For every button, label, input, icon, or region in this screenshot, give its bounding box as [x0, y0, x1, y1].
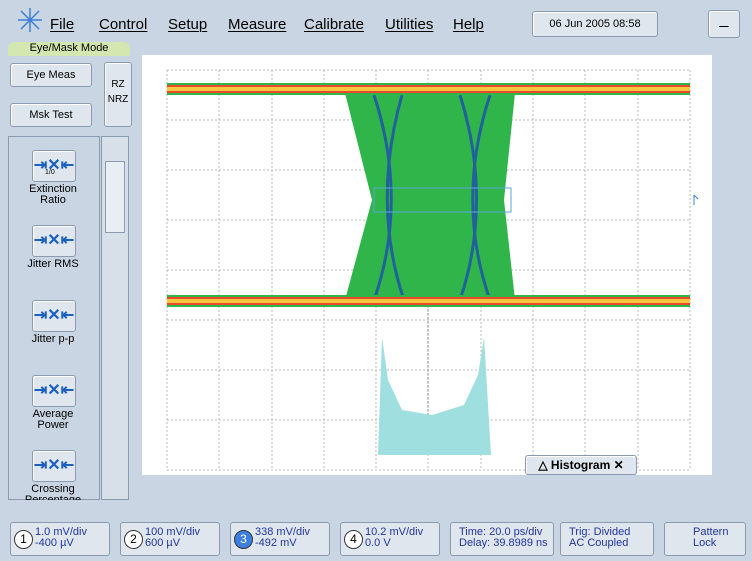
timebase-button-line: Delay: 39.8989 ns — [459, 537, 548, 549]
channel-button[interactable]: 1 1.0 mV/div -400 µV — [10, 522, 110, 556]
channel-settings: 338 mV/div -492 mV — [255, 527, 310, 549]
measurement-button[interactable]: ⇥✕⇤ 1/0 — [32, 150, 76, 182]
channel-settings: 10.2 mV/div 0.0 V — [365, 527, 423, 549]
menu-item[interactable]: Help — [453, 16, 484, 33]
format-button[interactable]: RZ NRZ — [104, 62, 132, 127]
histogram — [378, 337, 491, 455]
pattern-lock-button-line: Lock — [693, 537, 717, 549]
channel-scale: 100 mV/div — [145, 526, 201, 538]
measurement-label: Jitter RMS — [27, 258, 79, 270]
histogram-label: Histogram — [550, 458, 611, 472]
channel-button[interactable]: 3 338 mV/div -492 mV — [230, 522, 330, 556]
channel-number: 2 — [124, 530, 143, 549]
measurement-label: Crossing — [31, 483, 75, 495]
top-level-band — [167, 83, 690, 95]
channel-offset: -492 mV — [255, 537, 297, 549]
channel-button[interactable]: 4 10.2 mV/div 0.0 V — [340, 522, 440, 556]
channel-offset: 0.0 V — [365, 537, 391, 549]
icon-label: 1/0 — [45, 169, 55, 176]
measurement-label: Extinction — [29, 183, 77, 195]
waveform-display — [142, 55, 712, 475]
channel-settings: 100 mV/div 600 µV — [145, 527, 200, 549]
measurement-label: Jitter p-p — [31, 333, 75, 345]
channel-offset: 600 µV — [145, 537, 181, 549]
logo — [18, 8, 42, 32]
measurement-label: Ratio — [40, 194, 66, 206]
format-label: RZ — [111, 79, 125, 90]
channel-offset: -400 µV — [35, 537, 74, 549]
toggle-button[interactable]: Msk Test — [10, 103, 92, 127]
channel-number: 3 — [234, 530, 253, 549]
measurement-button[interactable]: ⇥✕⇤ — [32, 225, 76, 257]
trigger-button-text: Trig: Divided AC Coupled — [569, 527, 630, 549]
histogram-window — [373, 187, 512, 213]
channel-settings: 1.0 mV/div -400 µV — [35, 527, 87, 549]
channel-scale: 1.0 mV/div — [35, 526, 87, 538]
pattern-lock-button-line: Pattern — [693, 526, 729, 538]
histogram-tab[interactable]: △ Histogram ✕ — [525, 455, 637, 475]
datetime: 06 Jun 2005 08:58 — [532, 11, 658, 37]
measurement-button[interactable]: ⇥✕⇤ — [32, 450, 76, 482]
measurement-label: Percentage — [3, 495, 103, 500]
menu-item[interactable]: Utilities — [385, 16, 434, 33]
scrollbar[interactable] — [101, 136, 129, 500]
mode-tab[interactable]: Eye/Mask Mode — [8, 42, 130, 56]
trigger-button-line: Trig: Divided — [569, 526, 631, 538]
channel-scale: 338 mV/div — [255, 526, 311, 538]
bottom-level-band — [167, 295, 690, 307]
channel-number: 1 — [14, 530, 33, 549]
measurement-button[interactable]: ⇥✕⇤ — [32, 375, 76, 407]
channel-scale: 10.2 mV/div — [365, 526, 424, 538]
minimize-button[interactable]: _ — [708, 10, 740, 38]
menu-item[interactable]: Setup — [168, 16, 208, 33]
trigger-button[interactable]: Trig: Divided AC Coupled — [560, 522, 654, 556]
timebase-button-text: Time: 20.0 ps/div Delay: 39.8989 ns — [459, 527, 548, 549]
measurement-button[interactable]: ⇥✕⇤ — [32, 300, 76, 332]
channel-number: 4 — [344, 530, 363, 549]
menu-item[interactable]: File — [50, 16, 75, 33]
menu-item[interactable]: Measure — [228, 16, 287, 33]
trigger-button-line: AC Coupled — [569, 537, 629, 549]
timebase-button[interactable]: Time: 20.0 ps/div Delay: 39.8989 ns — [450, 522, 554, 556]
pattern-lock-button[interactable]: Pattern Lock — [664, 522, 746, 556]
channel-button[interactable]: 2 100 mV/div 600 µV — [120, 522, 220, 556]
measurement-label: Average — [32, 408, 74, 420]
menu-item[interactable]: Calibrate — [304, 16, 365, 33]
menu-bar: File Control Setup Measure Calibrate Uti… — [0, 0, 752, 42]
format-label: NRZ — [107, 94, 129, 105]
toggle-button[interactable]: Eye Meas — [10, 63, 92, 87]
pattern-lock-button-text: Pattern Lock — [693, 527, 728, 549]
measurement-label: Power — [37, 419, 69, 431]
menu-item[interactable]: Control — [99, 16, 148, 33]
timebase-button-line: Time: 20.0 ps/div — [459, 526, 543, 538]
